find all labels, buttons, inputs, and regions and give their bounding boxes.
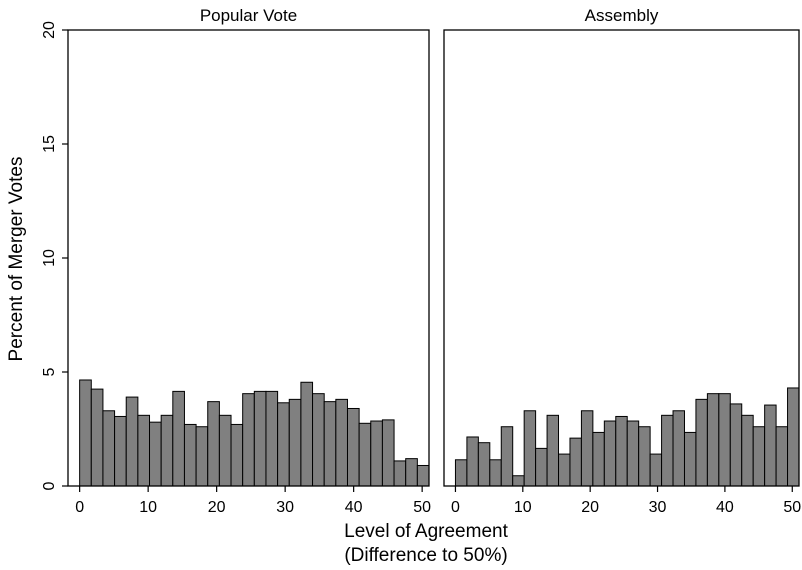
x-tick-label: 0 [451,499,460,516]
y-tick-label: 20 [41,21,58,39]
histogram-bar [546,414,560,487]
x-axis-label-line-1: Level of Agreement [344,521,508,542]
histogram-bar [114,415,127,487]
histogram-bar [718,393,731,487]
histogram-bar [615,415,628,487]
histogram-bar [137,414,151,487]
y-tick-label: 15 [41,135,58,153]
histogram-bar [288,398,302,487]
histogram-bar [323,401,337,487]
x-tick-label: 50 [783,499,801,516]
histogram-bar [741,414,754,487]
histogram-bar [242,393,255,487]
histogram-bar [512,475,525,487]
panel-title: Assembly [585,6,659,25]
histogram-bar [489,459,502,487]
histogram-bar [207,401,220,487]
histogram-bar [346,407,360,487]
histogram-bar [649,453,663,487]
y-tick-label: 5 [41,367,58,376]
histogram-bar [661,414,674,487]
x-tick-label: 30 [649,499,667,516]
histogram-bar [626,420,640,487]
histogram-bar [90,388,104,487]
histogram-bar [787,387,800,487]
histogram-bar [160,414,174,487]
x-tick-label: 0 [75,499,84,516]
histogram-bar [335,398,348,487]
histogram-bar [764,404,777,487]
histogram-bar [230,423,244,487]
x-tick-label: 50 [413,499,431,516]
histogram-bar [454,459,468,487]
histogram-bar [500,426,514,487]
histogram-bar [466,436,479,487]
histogram-bar [300,381,314,487]
panel-assembly: Assembly 0 10 20 30 40 50 [443,6,801,516]
histogram-bar [79,379,92,487]
histogram-bar [125,396,139,487]
histogram-bar [183,423,197,487]
histogram-bar [535,447,548,487]
x-tick-label: 20 [581,499,599,516]
histogram-bar [695,398,708,487]
histogram-bar [729,403,743,487]
histogram-bar [558,453,571,487]
histogram-bar [149,421,162,487]
histogram-bar [218,414,232,487]
x-tick-label: 20 [208,499,226,516]
x-tick-label: 30 [276,499,294,516]
histogram-bar [416,464,430,487]
panel-popular-vote: Popular Vote 0 10 20 30 40 50 0 5 10 15 20 [41,6,431,516]
x-tick-label: 10 [514,499,532,516]
histogram-bar [752,426,766,487]
histogram-bar [706,393,720,487]
histogram-bar [477,442,491,487]
histogram-bar [195,426,209,487]
histogram-bar [381,419,395,487]
histogram-bar [523,410,537,487]
histogram-bar [405,458,418,487]
x-tick-label: 40 [345,499,363,516]
panel-title: Popular Vote [200,6,297,25]
histogram-bar [370,420,383,487]
x-tick-label: 10 [139,499,157,516]
histogram-bar [638,426,651,487]
histogram-bar [672,410,685,487]
histogram-bar [102,410,116,487]
y-tick-label: 0 [41,481,58,490]
x-tick-label: 40 [716,499,734,516]
histogram-bar [775,426,789,487]
histogram-bar [603,420,617,487]
histogram-bar [683,431,697,487]
histogram-bar [569,437,582,487]
histogram-bar [580,410,594,487]
histogram-bar [277,402,290,487]
panel-frame [443,29,800,487]
x-axis-label-line-2: (Difference to 50%) [344,545,507,566]
histogram-bar [265,390,279,487]
y-tick-label: 10 [41,249,58,267]
histogram-bar [312,393,325,487]
histogram-bar [172,390,185,487]
histogram-bar [253,390,267,487]
y-axis-label: Percent of Merger Votes [6,157,27,362]
histogram-bar [358,422,372,487]
histogram-bar [592,431,605,487]
histogram-bar [393,460,407,487]
